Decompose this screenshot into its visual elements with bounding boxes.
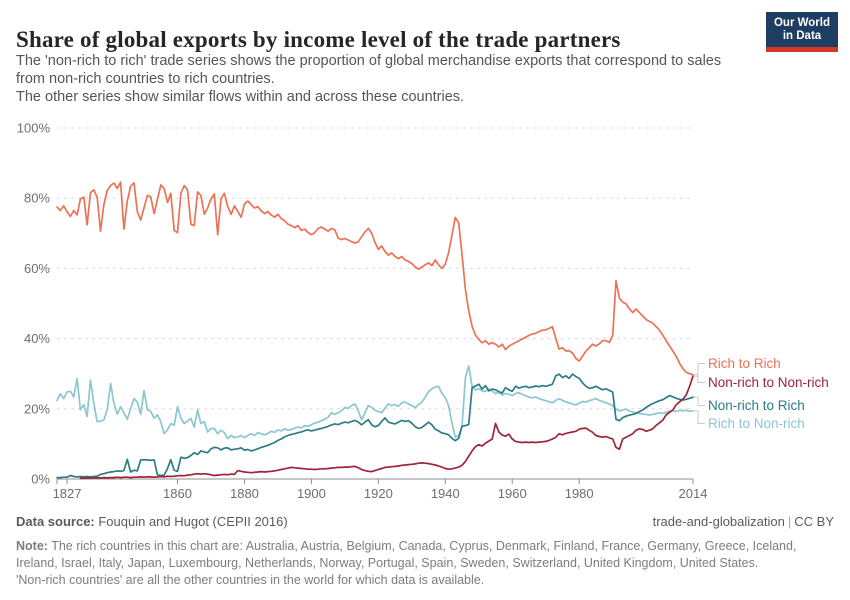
legend-connector	[693, 363, 705, 376]
series-line-rich-to-non-rich	[56, 365, 694, 440]
legend-label-non-rich-to-rich[interactable]: Non-rich to Rich	[708, 398, 805, 413]
footer-meta: Data source: Fouquin and Hugot (CEPII 20…	[16, 514, 834, 529]
y-tick-label: 40%	[24, 331, 50, 346]
note-text: The rich countries in this chart are: Au…	[47, 539, 797, 553]
x-tick-label: 1940	[431, 486, 460, 501]
divider: |	[787, 514, 792, 529]
x-tick-label: 1920	[364, 486, 393, 501]
note-line: Ireland, Israel, Italy, Japan, Luxembour…	[16, 556, 759, 570]
x-tick-label: 1827	[53, 486, 82, 501]
page-title: Share of global exports by income level …	[16, 27, 621, 53]
owid-logo-text: Our World	[773, 17, 830, 29]
x-tick-label: 1900	[297, 486, 326, 501]
chart-slug: trade-and-globalization	[652, 514, 785, 529]
x-tick-label: 1880	[230, 486, 259, 501]
owid-logo: Our World in Data	[766, 12, 838, 52]
note-line: Note: The rich countries in this chart a…	[16, 538, 836, 555]
owid-logo-text: in Data	[782, 30, 822, 42]
x-tick-label: 1980	[565, 486, 594, 501]
note-label: Note:	[16, 539, 48, 553]
y-tick-label: 60%	[24, 261, 50, 276]
data-source-label: Data source:	[16, 514, 95, 529]
series-line-rich-to-rich	[56, 181, 694, 376]
series-line-non-rich-to-rich	[56, 373, 694, 479]
y-tick-label: 0%	[31, 472, 50, 487]
subtitle-line: from non-rich countries to rich countrie…	[16, 71, 275, 87]
y-tick-label: 80%	[24, 191, 50, 206]
note-line: 'Non-rich countries' are all the other c…	[16, 573, 485, 587]
legend-label-rich-to-non-rich[interactable]: Rich to Non-rich	[708, 416, 805, 431]
chart-subtitle: The 'non-rich to rich' trade series show…	[16, 52, 776, 106]
legend-label-rich-to-rich[interactable]: Rich to Rich	[708, 356, 781, 371]
y-tick-label: 100%	[17, 121, 51, 136]
series-line-non-rich-to-non-rich	[79, 375, 694, 480]
subtitle-line: The 'non-rich to rich' trade series show…	[16, 53, 722, 69]
subtitle-line: The other series show similar flows with…	[16, 89, 465, 105]
legend-connector	[693, 410, 705, 424]
data-source-value: Fouquin and Hugot (CEPII 2016)	[94, 514, 288, 529]
legend-label-non-rich-to-non-rich[interactable]: Non-rich to Non-rich	[708, 375, 829, 390]
chart-slug-license: trade-and-globalization | CC BY	[653, 514, 834, 529]
data-source: Data source: Fouquin and Hugot (CEPII 20…	[16, 514, 288, 529]
y-tick-label: 20%	[24, 401, 50, 416]
x-tick-label: 2014	[679, 486, 708, 501]
x-tick-label: 1860	[163, 486, 192, 501]
x-tick-label: 1960	[498, 486, 527, 501]
legend-connector	[693, 396, 705, 406]
footer-note: Note: The rich countries in this chart a…	[16, 538, 836, 589]
license-badge: CC BY	[794, 514, 834, 529]
legend-connector	[693, 375, 705, 383]
